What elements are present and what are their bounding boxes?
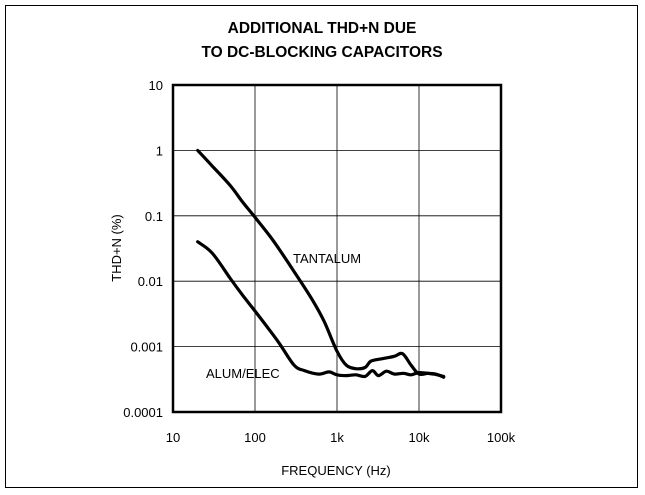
x-tick-label: 100 bbox=[244, 430, 266, 445]
x-tick-label: 10k bbox=[409, 430, 430, 445]
y-tick-label: 0.0001 bbox=[123, 405, 163, 420]
y-tick-label: 10 bbox=[149, 78, 163, 93]
x-tick-labels: 10 100 1k 10k 100k bbox=[166, 430, 516, 445]
series-line-tantalum bbox=[196, 148, 446, 379]
x-tick-label: 1k bbox=[330, 430, 344, 445]
grid-lines bbox=[172, 84, 502, 413]
x-tick-label: 10 bbox=[166, 430, 180, 445]
y-tick-label: 1 bbox=[156, 143, 163, 158]
annotation-tantalum: TANTALUM bbox=[293, 251, 361, 266]
series-line-alum-elec bbox=[196, 240, 446, 379]
data-series bbox=[196, 148, 446, 379]
y-tick-label: 0.001 bbox=[130, 340, 163, 355]
chart-title-line-2: TO DC-BLOCKING CAPACITORS bbox=[201, 44, 442, 61]
y-axis-title: THD+N (%) bbox=[109, 214, 124, 282]
chart-frame bbox=[5, 5, 638, 488]
y-tick-label: 0.1 bbox=[145, 209, 163, 224]
x-axis-title: FREQUENCY (Hz) bbox=[281, 463, 391, 478]
annotation-alum-elec: ALUM/ELEC bbox=[206, 366, 280, 381]
x-tick-label: 100k bbox=[487, 430, 516, 445]
chart-title-line-1: ADDITIONAL THD+N DUE bbox=[228, 20, 417, 37]
y-tick-label: 0.01 bbox=[138, 274, 163, 289]
y-tick-labels: 10 1 0.1 0.01 0.001 0.0001 bbox=[123, 78, 163, 420]
plot-area-border bbox=[171, 83, 503, 414]
